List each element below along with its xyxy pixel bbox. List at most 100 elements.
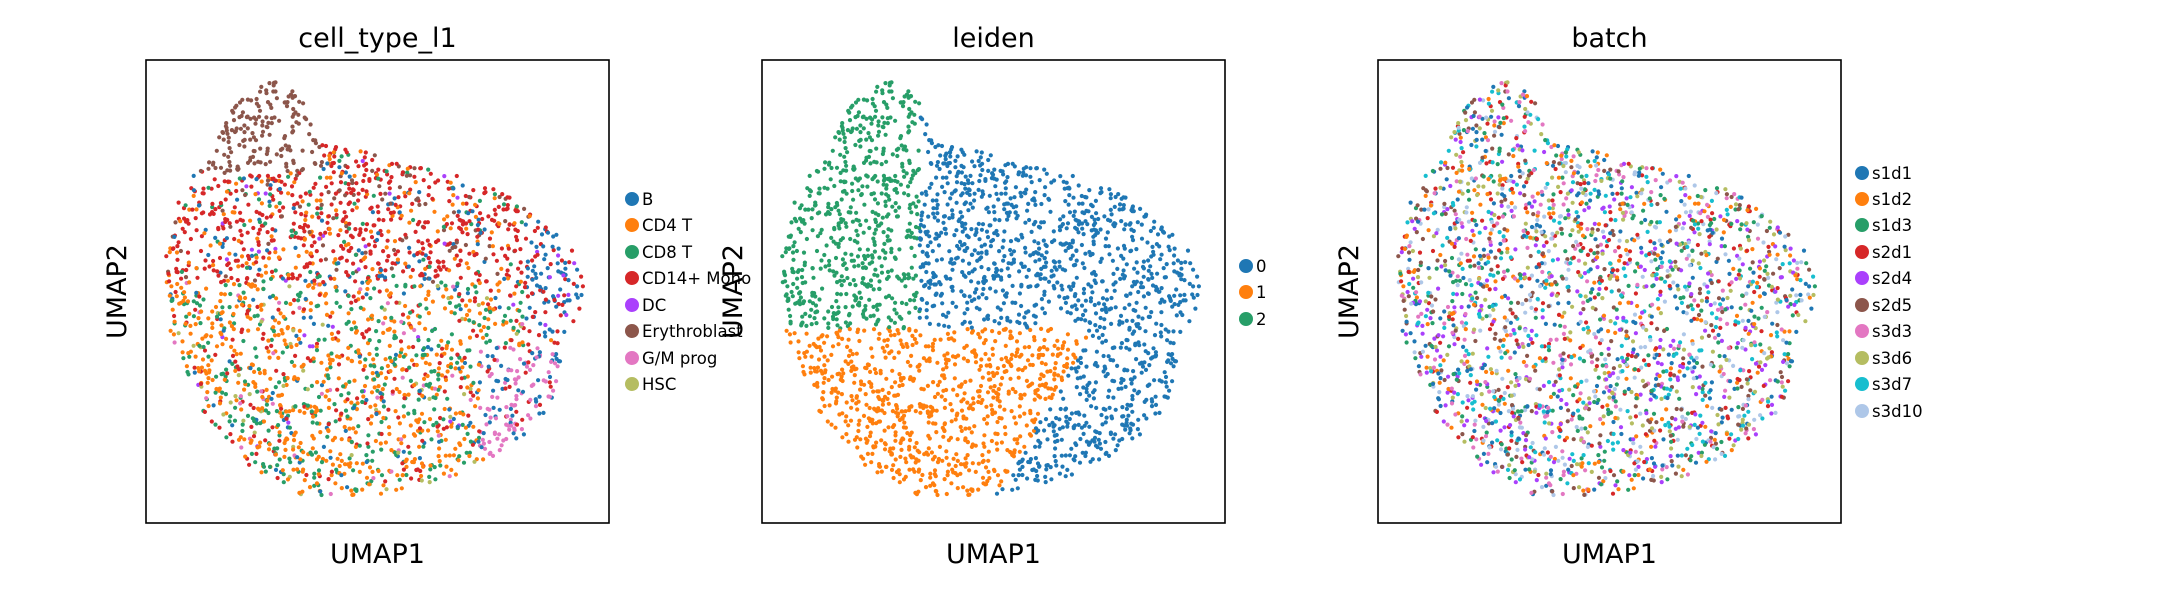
cell-point	[869, 346, 874, 351]
cell-point	[826, 309, 831, 314]
cell-point	[412, 174, 417, 179]
cell-point	[927, 234, 932, 239]
cell-point	[1111, 395, 1116, 400]
cell-point	[848, 205, 853, 210]
cell-point	[1112, 379, 1117, 384]
cell-point	[1150, 399, 1155, 404]
cell-point	[1121, 414, 1126, 419]
cell-point	[358, 305, 363, 310]
cell-point	[287, 409, 292, 414]
cell-point	[1065, 295, 1070, 300]
cell-point	[403, 303, 408, 309]
cell-point	[948, 154, 953, 159]
cell-point	[505, 256, 510, 261]
cell-point	[411, 217, 416, 223]
cell-point	[457, 355, 462, 360]
cell-point	[976, 461, 981, 466]
cell-point	[1071, 263, 1076, 268]
cell-point	[367, 278, 372, 283]
cell-point	[1039, 253, 1044, 258]
panel-leiden: leiden UMAP1 UMAP2 0 1 2	[718, 23, 1267, 570]
cell-point	[835, 311, 840, 316]
cell-point	[1104, 309, 1109, 315]
panel-cell-type-l1: cell_type_l1 UMAP1 UMAP2 B CD4 T CD8 T C…	[102, 23, 751, 570]
cell-point	[220, 390, 225, 395]
cell-point	[895, 406, 900, 411]
cell-point	[519, 270, 524, 275]
cell-point	[870, 101, 876, 106]
cell-point	[1038, 376, 1043, 381]
cell-point	[1191, 284, 1196, 289]
cell-point	[337, 165, 342, 170]
cell-point	[954, 200, 959, 205]
cell-point	[1136, 314, 1141, 319]
cell-point	[901, 100, 906, 105]
cell-point	[360, 295, 365, 300]
cell-point	[854, 228, 859, 233]
cell-point	[949, 419, 954, 424]
cell-point	[1102, 364, 1107, 369]
cell-point	[968, 173, 973, 178]
cell-point	[175, 244, 180, 249]
cell-point	[857, 290, 862, 295]
cell-point	[944, 455, 949, 460]
cell-point	[555, 364, 560, 369]
cell-point	[174, 294, 179, 299]
cell-point	[923, 485, 929, 490]
cell-point	[227, 305, 232, 310]
cell-point	[226, 179, 231, 184]
cell-point	[1009, 202, 1014, 207]
cell-point	[1066, 373, 1071, 378]
cell-point	[918, 229, 923, 234]
cell-point	[266, 241, 271, 246]
cell-point	[924, 358, 929, 363]
cell-point	[406, 392, 411, 397]
cell-point	[180, 350, 185, 355]
cell-point	[1134, 247, 1139, 252]
cell-point	[430, 196, 435, 201]
cell-point	[997, 415, 1002, 421]
cell-point	[865, 424, 870, 429]
cell-point	[503, 341, 508, 346]
cell-point	[309, 243, 314, 248]
cell-point	[416, 338, 421, 343]
cell-point	[228, 291, 233, 297]
cell-point	[555, 341, 560, 346]
cell-point	[834, 395, 839, 400]
cell-point	[987, 476, 992, 481]
cell-point	[537, 350, 543, 355]
cell-point	[898, 338, 903, 343]
cell-point	[316, 454, 321, 459]
cell-point	[466, 413, 471, 418]
cell-point	[928, 281, 933, 286]
cell-point	[1130, 409, 1135, 414]
cell-point	[193, 216, 198, 221]
cell-point	[974, 287, 979, 292]
cell-point	[429, 369, 434, 374]
cell-point	[300, 469, 305, 474]
cell-point	[214, 148, 219, 153]
cell-point	[240, 263, 245, 268]
cell-point	[1015, 486, 1020, 491]
cell-point	[195, 275, 200, 280]
cell-point	[389, 175, 394, 180]
cell-point	[997, 249, 1002, 254]
cell-point	[307, 485, 313, 490]
cell-point	[1092, 388, 1097, 393]
cell-point	[1153, 402, 1159, 407]
cell-point	[295, 292, 301, 297]
cell-point	[220, 208, 225, 213]
cell-point	[450, 202, 455, 207]
cell-point	[966, 271, 972, 276]
cell-point	[406, 444, 411, 449]
cell-point	[889, 89, 894, 94]
cell-point	[387, 431, 392, 437]
cell-point	[375, 204, 380, 209]
cell-point	[267, 295, 273, 300]
cell-point	[384, 487, 389, 492]
cell-point	[965, 400, 970, 405]
cell-point	[1134, 260, 1139, 265]
cell-point	[852, 264, 857, 269]
cell-point	[949, 481, 954, 486]
cell-point	[1079, 425, 1084, 430]
